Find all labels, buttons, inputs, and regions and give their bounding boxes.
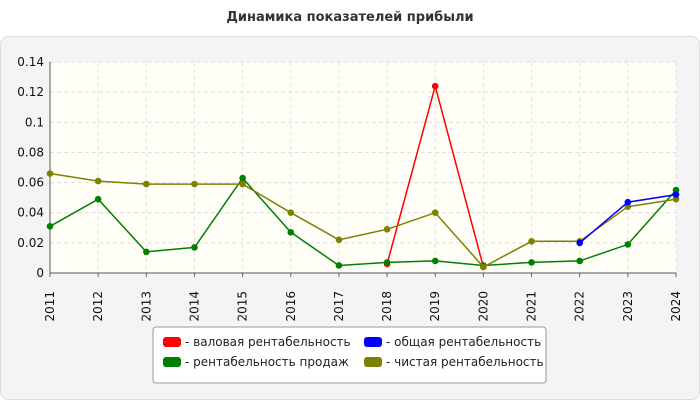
y-tick-label: 0.12 <box>17 85 44 99</box>
data-point <box>431 257 439 265</box>
x-tick-label: 2022 <box>573 291 587 322</box>
data-point <box>287 229 295 236</box>
x-tick-label: 2018 <box>380 291 394 322</box>
y-tick-label: 0.04 <box>17 206 44 220</box>
x-tick-label: 2019 <box>428 291 442 322</box>
legend-swatch <box>163 357 181 367</box>
x-tick-label: 2015 <box>236 291 250 322</box>
grid-lines <box>50 61 677 273</box>
x-tick-label: 2013 <box>139 291 153 322</box>
data-point <box>480 263 487 271</box>
x-tick-label: 2017 <box>332 291 346 322</box>
data-point <box>528 259 535 266</box>
data-point <box>46 222 54 230</box>
legend-swatch <box>364 337 382 347</box>
y-tick-label: 0 <box>36 266 44 280</box>
data-point <box>191 180 198 188</box>
data-point <box>624 203 632 210</box>
chart-title: Динамика показателей прибыли <box>226 10 474 25</box>
data-point <box>624 198 632 206</box>
series-line <box>49 172 677 268</box>
legend-label: - общая рентабельность <box>386 335 541 349</box>
legend-label: - чистая рентабельность <box>386 355 544 369</box>
y-tick-label: 0.14 <box>17 55 44 69</box>
data-point <box>431 82 439 90</box>
data-point <box>94 195 102 203</box>
data-point <box>239 180 246 188</box>
x-tick-label: 2014 <box>187 291 201 322</box>
legend-label: - валовая рентабельность <box>185 335 351 349</box>
data-point <box>576 257 583 265</box>
plot-area <box>50 62 676 273</box>
data-point <box>287 209 295 217</box>
data-point <box>335 236 343 244</box>
y-tick-label: 0.02 <box>17 236 44 250</box>
x-tick-label: 2016 <box>284 291 298 322</box>
data-point <box>431 209 439 217</box>
x-tick-label: 2023 <box>621 291 635 322</box>
legend: - валовая рентабельность - общая рентабел… <box>152 326 547 384</box>
x-tick-label: 2020 <box>476 291 490 322</box>
data-point <box>335 262 343 269</box>
legend-swatch <box>364 357 382 367</box>
data-point <box>94 177 102 185</box>
data-point <box>191 244 198 251</box>
data-point <box>576 239 583 247</box>
axes: 0 0.02 0.04 0.06 0.08 0.1 0.12 0.14 2011 2012 2013… <box>17 55 683 322</box>
data-point <box>528 238 535 245</box>
y-tick-label: 0.1 <box>25 115 44 129</box>
series-layer <box>46 82 680 271</box>
x-tick-label: 2011 <box>43 291 57 322</box>
data-point <box>672 191 680 198</box>
legend-box <box>152 326 547 384</box>
data-point <box>672 186 680 194</box>
data-point <box>383 225 391 233</box>
x-tick-label: 2012 <box>91 291 105 322</box>
data-point <box>239 174 246 182</box>
data-point <box>143 180 150 188</box>
y-tick-label: 0.06 <box>17 176 44 190</box>
x-tick-label: 2021 <box>525 291 539 322</box>
data-point <box>143 248 150 256</box>
data-point <box>46 170 54 177</box>
data-point <box>624 241 632 248</box>
legend-swatch <box>163 337 181 347</box>
data-point <box>672 195 680 203</box>
y-tick-label: 0.08 <box>17 145 44 159</box>
data-point <box>383 259 391 266</box>
legend-label: - рентабельность продаж <box>185 355 349 369</box>
x-tick-label: 2024 <box>669 291 683 322</box>
series-line <box>49 176 677 267</box>
